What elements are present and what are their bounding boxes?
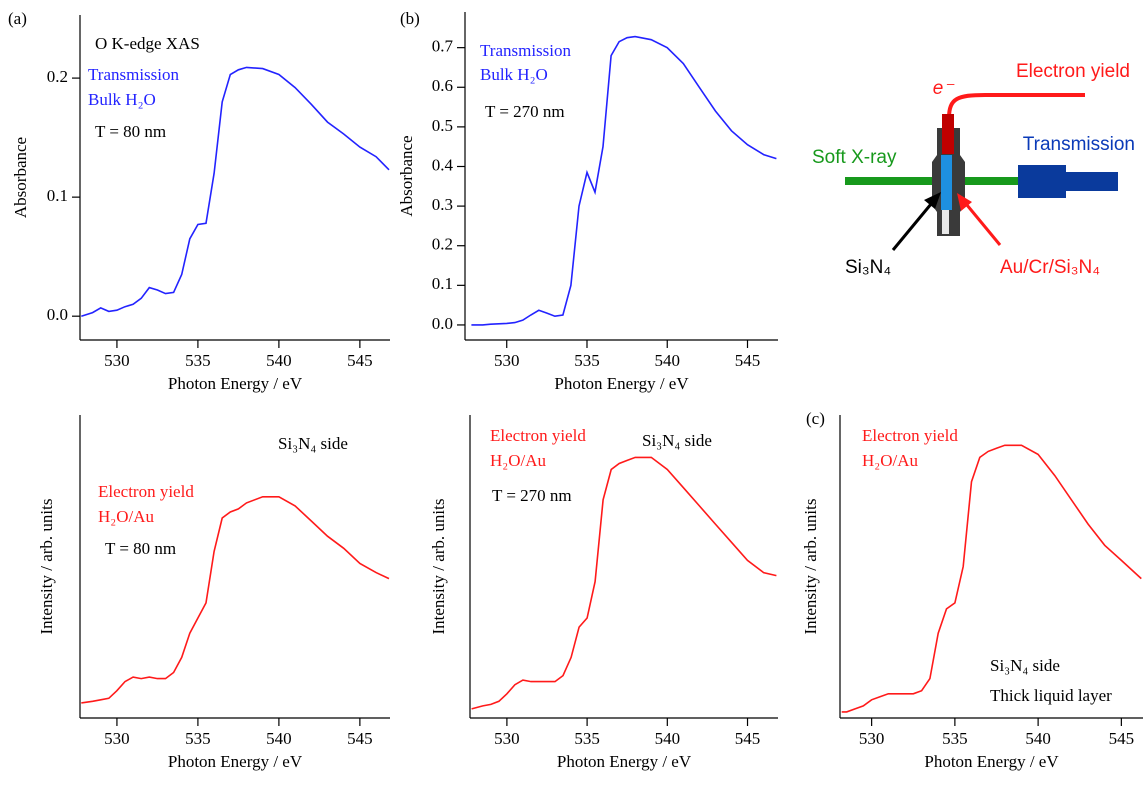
y-tick-label: 0.6 [432, 76, 453, 95]
x-axis-label: Photon Energy / eV [557, 752, 692, 771]
y-axis-label: Intensity / arb. units [801, 499, 820, 635]
x-tick-label: 545 [735, 729, 761, 748]
annotation: T = 270 nm [485, 102, 565, 121]
electron-wire [947, 93, 1085, 119]
curve [841, 444, 1142, 713]
x-tick-label: 545 [1109, 729, 1135, 748]
x-axis-label: Photon Energy / eV [168, 752, 303, 771]
panel-label: (a) [8, 9, 27, 28]
annotation: T = 80 nm [105, 539, 176, 558]
panel-label: (c) [806, 409, 825, 428]
y-tick-label: 0.4 [432, 155, 454, 174]
x-tick-label: 535 [942, 729, 968, 748]
arrow-line [960, 198, 1002, 246]
annotation: Electron yield [490, 426, 586, 445]
annotation: Bulk H₂O [480, 65, 548, 84]
annotation: Electron yield [862, 426, 958, 445]
annotation: T = 270 nm [492, 486, 572, 505]
y-axis-label: Intensity / arb. units [37, 499, 56, 635]
y-tick-label: 0.0 [47, 305, 68, 324]
curve [471, 35, 777, 326]
annotation: Thick liquid layer [990, 686, 1112, 705]
x-tick-label: 545 [735, 351, 761, 370]
soft-xray-label: Soft X-ray [812, 147, 897, 168]
annotation: Transmission [88, 65, 180, 84]
y-tick-label: 0.1 [47, 186, 68, 205]
arrow-head [957, 193, 972, 211]
x-tick-label: 535 [185, 351, 211, 370]
y-tick-label: 0.2 [432, 235, 453, 254]
x-tick-label: 545 [347, 351, 373, 370]
electrode [942, 114, 954, 154]
y-axis-label: Intensity / arb. units [429, 499, 448, 635]
x-tick-label: 530 [104, 351, 130, 370]
annotation: Bulk H₂O [88, 90, 156, 109]
x-axis-label: Photon Energy / eV [924, 752, 1059, 771]
setup-diagram: e⁻ Electron yield Transmission Soft X-ra… [812, 61, 1135, 278]
y-tick-label: 0.5 [432, 116, 453, 135]
x-tick-label: 545 [347, 729, 373, 748]
annotation: H₂O/Au [862, 451, 918, 470]
annotation: Si₃N₄ side [278, 434, 348, 453]
liquid [941, 155, 952, 210]
x-tick-label: 540 [1025, 729, 1051, 748]
x-tick-label: 530 [494, 729, 520, 748]
annotation: Electron yield [98, 482, 194, 501]
annotation: T = 80 nm [95, 122, 166, 141]
electron-yield-label: Electron yield [1016, 61, 1130, 82]
y-axis-label: Absorbance [11, 137, 30, 218]
annotation: Si₃N₄ side [642, 431, 712, 450]
x-tick-label: 535 [574, 351, 600, 370]
y-tick-label: 0.0 [432, 314, 453, 333]
y-tick-label: 0.7 [432, 37, 454, 56]
annotation: O K-edge XAS [95, 34, 200, 53]
x-tick-label: 530 [104, 729, 130, 748]
x-tick-label: 540 [266, 351, 292, 370]
window [942, 210, 949, 234]
y-tick-label: 0.2 [47, 67, 68, 86]
annotation: Si₃N₄ side [990, 656, 1060, 675]
x-tick-label: 530 [859, 729, 885, 748]
electron-label: e⁻ [933, 78, 956, 99]
x-tick-label: 535 [185, 729, 211, 748]
annotation: H₂O/Au [490, 451, 546, 470]
x-tick-label: 535 [574, 729, 600, 748]
x-tick-label: 530 [494, 351, 520, 370]
annotation: H₂O/Au [98, 507, 154, 526]
detector-tube [1064, 172, 1118, 191]
x-axis-label: Photon Energy / eV [554, 374, 689, 393]
curve [81, 66, 390, 317]
arrow-line [891, 197, 938, 251]
y-axis-label: Absorbance [397, 135, 416, 216]
y-tick-label: 0.3 [432, 195, 453, 214]
x-tick-label: 540 [655, 729, 681, 748]
x-tick-label: 540 [266, 729, 292, 748]
window-label: Si₃N₄ [845, 257, 891, 278]
y-tick-label: 0.1 [432, 274, 453, 293]
curve [471, 456, 777, 710]
electrode-label: Au/Cr/Si₃N₄ [1000, 257, 1100, 278]
annotation: Transmission [480, 41, 572, 60]
x-tick-label: 540 [654, 351, 680, 370]
curve [81, 496, 390, 704]
x-axis-label: Photon Energy / eV [168, 374, 303, 393]
panel-label: (b) [400, 9, 420, 28]
detector [1018, 165, 1066, 198]
arrow-head [924, 192, 941, 209]
transmission-label: Transmission [1023, 134, 1135, 155]
